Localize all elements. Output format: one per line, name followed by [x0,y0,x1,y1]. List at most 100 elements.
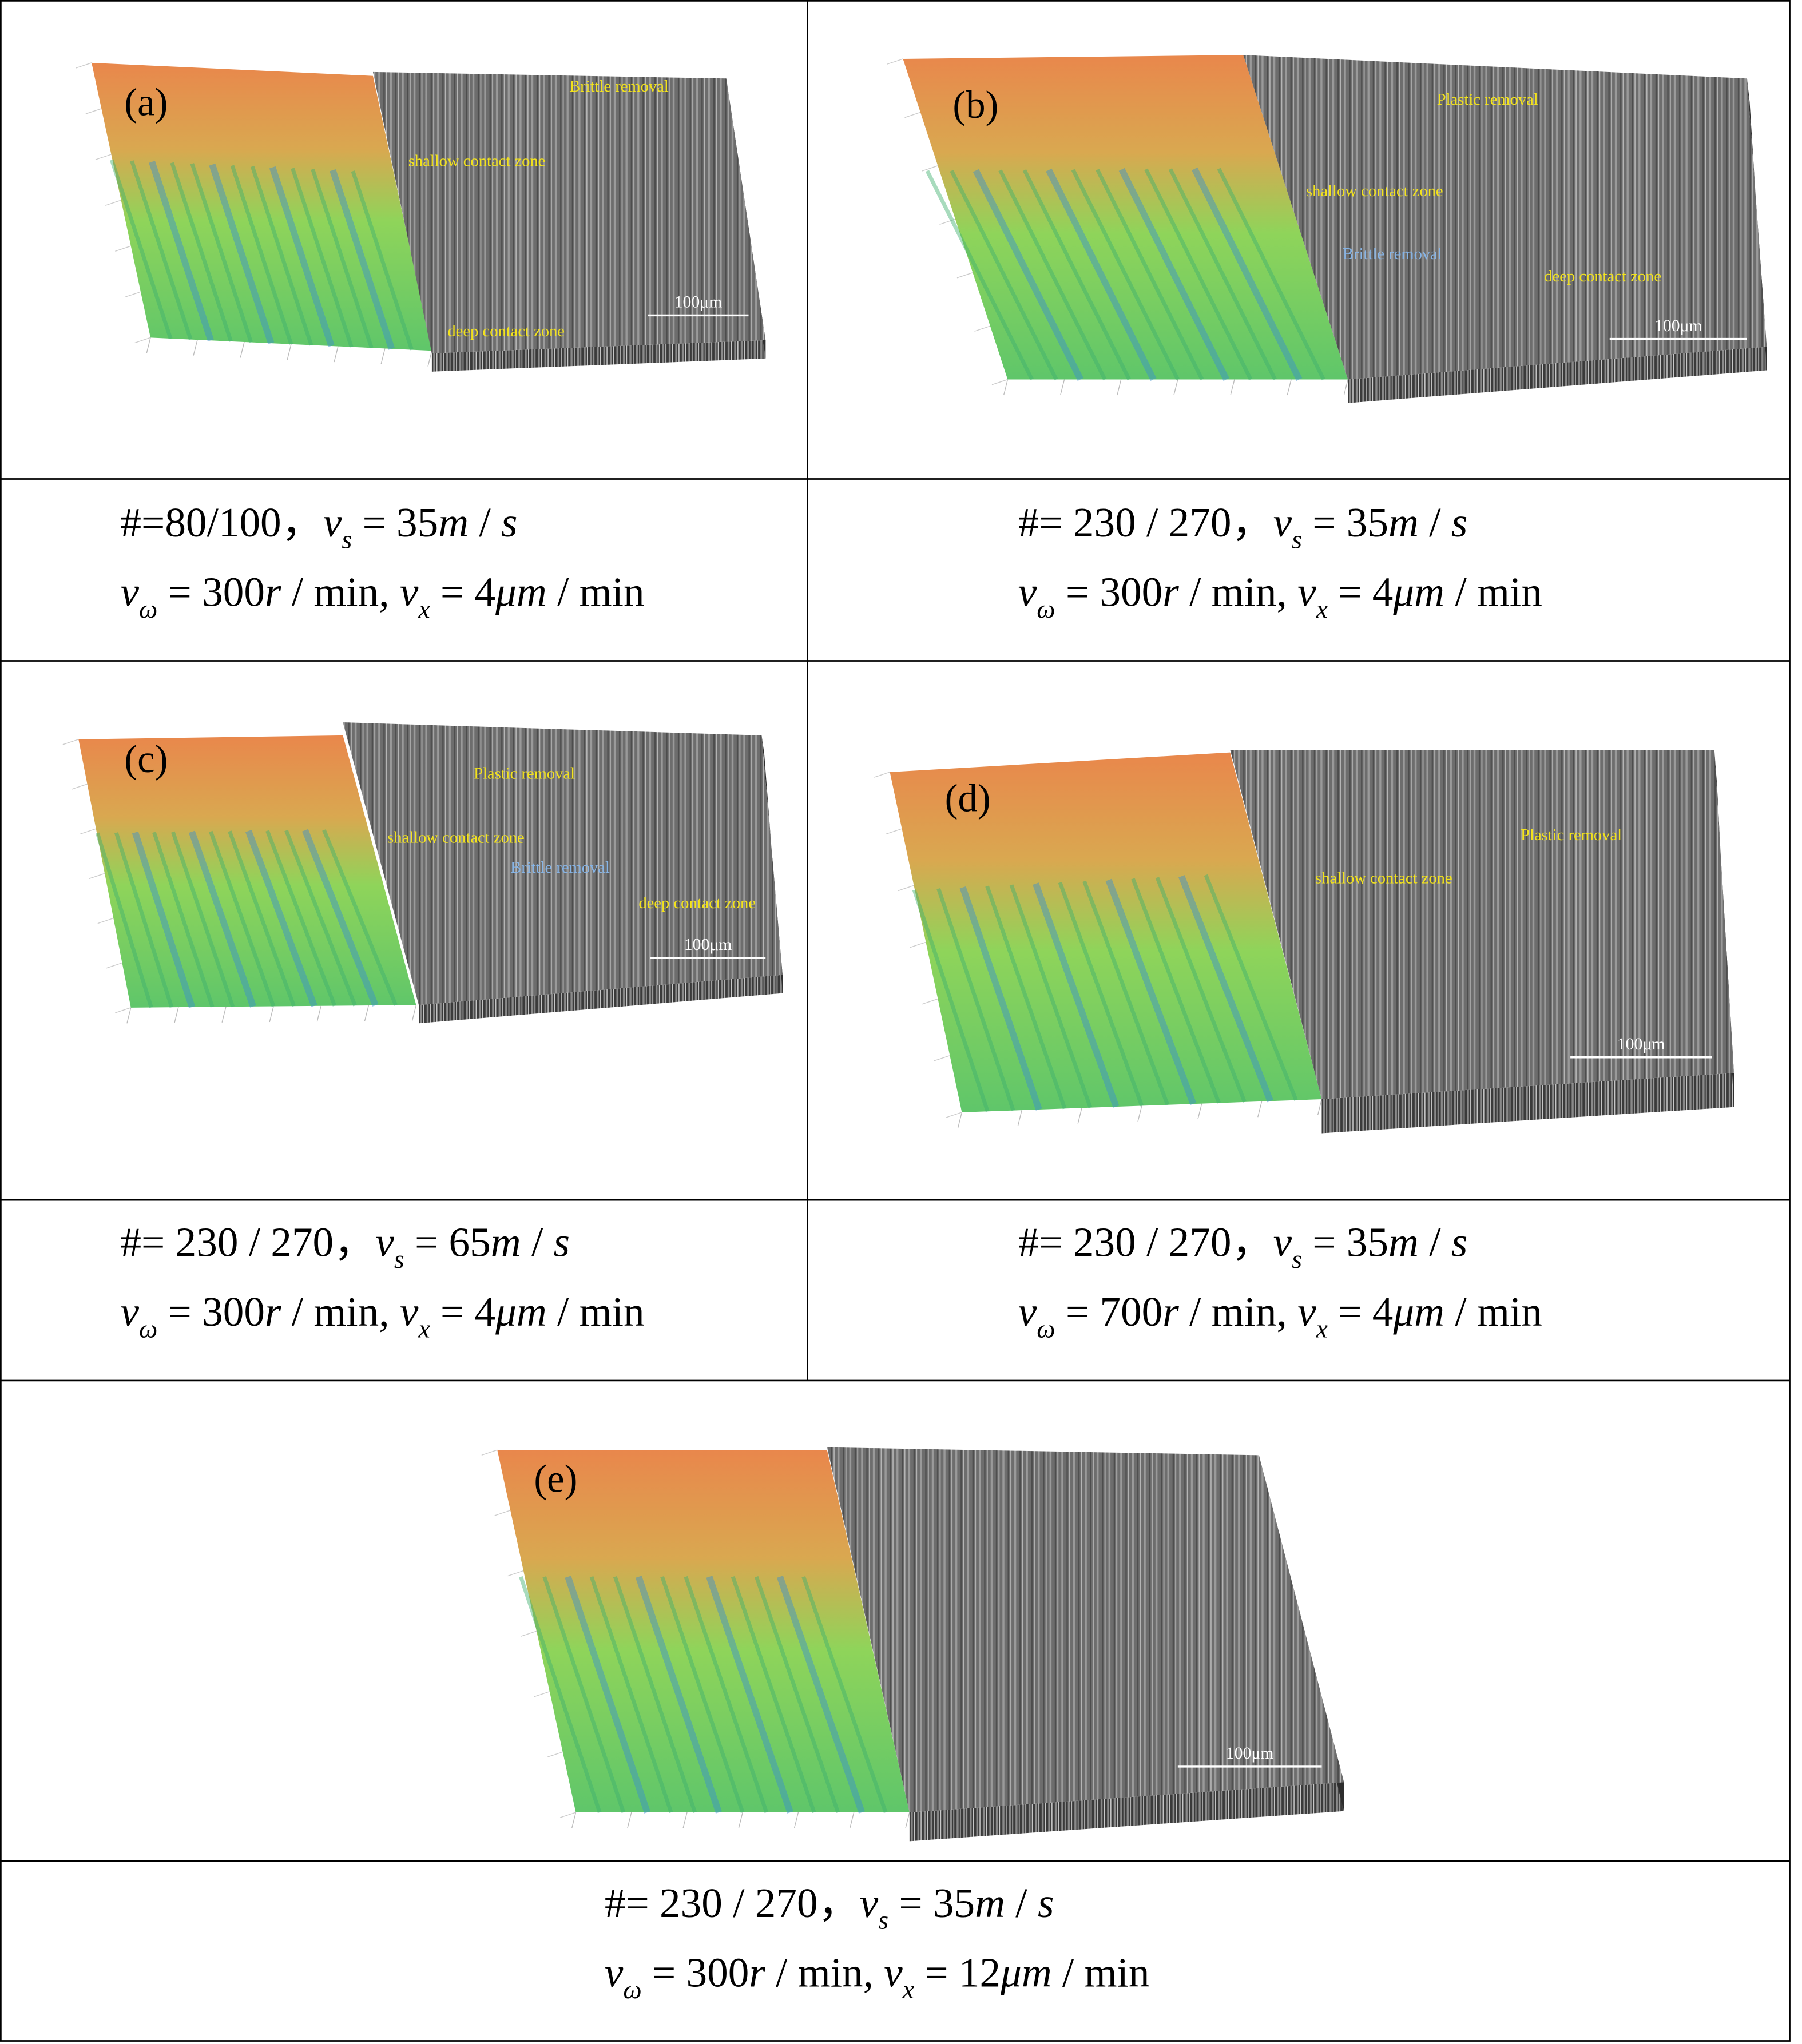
caption-line: vω = 300r / min, vx = 4μm / min [1018,568,1542,623]
annotation: Brittle removal [510,859,610,877]
plot-grid-line [1257,1101,1263,1118]
caption-text: = 4 [1328,1289,1393,1335]
panel-image: (b) Plastic removal shallow contact zone Br… [887,55,1767,403]
height-streak [973,169,1084,381]
plot-grid-line [380,348,386,365]
height-streak [171,831,235,1008]
caption-text: = 35 [1302,499,1388,546]
caption-text: μm [495,568,547,615]
caption-text: / min, [281,1289,399,1335]
caption-text: / min, [1179,568,1297,615]
sem-image [1230,750,1734,1099]
caption-text: x [1316,1314,1328,1343]
panel-label: (b) [952,83,998,126]
sem-side [419,975,783,1024]
caption-text: = 300 [1055,568,1163,615]
height-streak [1131,878,1221,1104]
caption-text: m [1388,1219,1419,1266]
plot-grid-line [898,885,914,892]
height-streak [801,1576,888,1814]
annotation: shallow contact zone [1315,869,1452,887]
sem-image [343,722,783,1005]
caption-text: x [418,1314,430,1343]
plot-grid-line [240,341,245,358]
height-streak [754,1576,840,1814]
caption-text: s [1038,1880,1054,1926]
caption-text: / min, [281,568,399,615]
height-streak [985,885,1067,1110]
caption-text: r [1162,568,1179,615]
caption-text: / [469,499,501,546]
plot-grid-line [887,58,903,65]
caption-text: s [1451,499,1467,546]
plot-grid-line [559,1812,576,1818]
caption-text: x [902,1975,914,2004]
plot-grid-line [939,218,956,225]
caption-line: #= 230 / 270，vs = 65m / s [120,1219,570,1274]
caption-line: vω = 300r / min, vx = 12μm / min [605,1949,1150,2004]
caption-text: v [120,1289,139,1335]
height-streak [1118,168,1229,381]
caption-text: m [975,1880,1005,1926]
plot-grid-line [521,1631,537,1637]
caption-text: #=80/100， [120,499,323,546]
caption-text: s [554,1219,570,1266]
plot-grid-line [904,112,921,118]
height-streak [635,1576,722,1814]
plot-grid-line [146,337,151,353]
caption-line: #= 230 / 270，vs = 35m / s [1018,499,1468,554]
caption-text: r [265,1289,281,1335]
height-streak [209,830,276,1007]
height-streak [519,1576,602,1814]
plot-grid-line [627,1812,632,1828]
plot-grid-line [97,917,114,924]
caption-line: vω = 700r / min, vx = 4μm / min [1018,1289,1542,1343]
caption-text: v [884,1949,903,1995]
plot-grid-line [922,998,938,1005]
caption-line: vω = 300r / min, vx = 4μm / min [120,568,644,623]
caption-text: ω [623,1975,641,2004]
annotation: Plastic removal [474,765,575,782]
height-streak [190,163,253,343]
caption-text: = 35 [1302,1219,1388,1266]
height-streak [1058,881,1144,1107]
caption-text: s [1451,1219,1467,1266]
plot-grid-line [1230,379,1235,396]
height-streak [1096,169,1204,381]
height-streak [228,830,296,1007]
annotation: deep contact zone [1544,268,1661,285]
caption-text: #= 230 / 270， [1018,1219,1273,1266]
plot-grid-line [126,1007,132,1024]
height-streak [188,830,256,1008]
plot-grid-line [1003,379,1009,396]
plot-grid-line [1287,379,1292,396]
scale-bar-label: 100μm [684,935,732,954]
caption-line: #= 230 / 270，vs = 35m / s [605,1880,1054,1935]
plot-grid-line [494,1510,511,1516]
height-streak [731,1576,816,1814]
caption-text: m [491,1219,521,1266]
height-streak [660,1576,745,1814]
caption-text: / [1005,1880,1038,1926]
plot-grid-line [922,165,938,172]
caption-text: ω [139,1314,157,1343]
height-streak [1204,874,1298,1101]
plot-grid-line [1077,1108,1082,1124]
caption-text: μm [495,1289,547,1335]
caption-text: s [342,525,352,554]
height-streak [936,888,1015,1111]
plot-grid-line [221,1007,227,1023]
plot-grid-line [287,344,292,360]
caption-text: s [1292,1244,1302,1274]
annotation: shallow contact zone [387,829,525,847]
height-streak [132,831,196,1008]
plot-grid-line [105,200,121,206]
caption-text: = 300 [157,1289,265,1335]
sem-side [909,1782,1344,1842]
caption-line: vω = 300r / min, vx = 4μm / min [120,1289,644,1343]
height-streak [130,160,193,340]
caption-text: v [400,568,419,615]
caption-text: v [1273,1219,1292,1266]
caption-text: x [1316,594,1328,623]
